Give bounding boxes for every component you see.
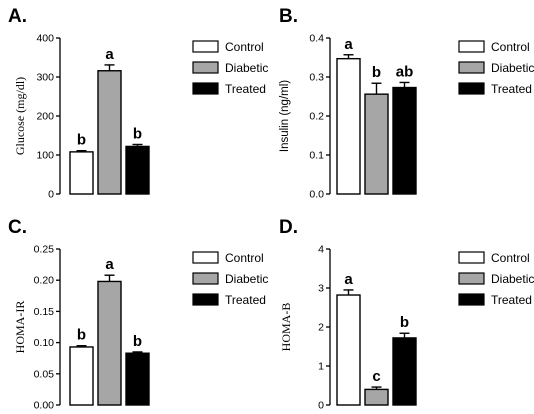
- panel-letter: D.: [279, 217, 298, 238]
- y-tick-label: 0.0: [309, 189, 324, 201]
- legend-label: Diabetic: [491, 272, 534, 286]
- y-tick-label: 0.10: [34, 337, 55, 349]
- legend-swatch-treated: [458, 293, 485, 306]
- y-tick-label: 0.25: [34, 244, 55, 256]
- significance-letter: b: [372, 64, 381, 81]
- y-tick-label: 0: [48, 189, 54, 201]
- legend-swatch-diabetic: [192, 61, 219, 74]
- significance-letter: ab: [396, 63, 414, 80]
- bar-diabetic: [97, 70, 122, 195]
- legend-label: Control: [225, 40, 264, 54]
- legend-swatch-control: [192, 40, 219, 53]
- bar-treated: [392, 86, 417, 195]
- bar-treated: [125, 145, 150, 195]
- legend-label: Diabetic: [491, 61, 534, 75]
- legend-label: Control: [225, 251, 264, 265]
- y-axis-label: HOMA-IR: [13, 301, 27, 354]
- y-tick-label: 0.05: [34, 368, 55, 380]
- legend-label: Control: [491, 40, 530, 54]
- significance-letter: a: [344, 36, 353, 53]
- y-tick-label: 400: [36, 33, 54, 45]
- legend-label: Treated: [225, 82, 266, 96]
- y-tick-label: 1: [318, 361, 324, 373]
- legend-swatch-treated: [458, 82, 485, 95]
- bar-diabetic: [97, 280, 122, 406]
- panel-d: D. 0 1 2 3 4 HOMA-B a c b Control Diabetic Treated: [279, 217, 534, 412]
- y-tick-label: 0.4: [309, 33, 324, 45]
- significance-letter: b: [133, 125, 142, 142]
- legend-swatch-diabetic: [458, 272, 485, 285]
- legend-swatch-diabetic: [192, 272, 219, 285]
- legend-label: Diabetic: [225, 272, 268, 286]
- y-axis-label: Glucose (mg/dl): [13, 77, 27, 155]
- legend-swatch-control: [192, 251, 219, 264]
- bar-diabetic: [364, 388, 389, 406]
- bar-control: [69, 151, 94, 195]
- y-tick-label: 300: [36, 72, 54, 84]
- y-axis-label: Insulin (ng/ml): [279, 80, 291, 152]
- y-tick-label: 0.20: [34, 275, 55, 287]
- bar-control: [336, 294, 361, 406]
- legend-swatch-control: [458, 251, 485, 264]
- y-tick-label: 0.2: [309, 111, 324, 123]
- y-tick-label: 3: [318, 283, 324, 295]
- y-axis-label: HOMA-B: [279, 303, 293, 352]
- legend-swatch-diabetic: [458, 61, 485, 74]
- legend-swatch-control: [458, 40, 485, 53]
- bar-treated: [392, 337, 417, 406]
- panel-letter: A.: [8, 6, 27, 27]
- y-tick-label: 200: [36, 111, 54, 123]
- significance-letter: b: [400, 314, 409, 331]
- significance-letter: c: [372, 368, 380, 385]
- significance-letter: b: [77, 132, 86, 149]
- significance-letter: a: [344, 271, 353, 288]
- significance-letter: b: [133, 333, 142, 350]
- y-tick-label: 0.3: [309, 72, 324, 84]
- legend-label: Control: [491, 251, 530, 265]
- y-tick-label: 0: [318, 400, 324, 412]
- bar-control: [336, 57, 361, 195]
- significance-letter: a: [105, 46, 114, 63]
- legend-label: Treated: [225, 293, 266, 307]
- panel-c: C. 0.00 0.05 0.10 0.15 0.20 0.25 HOMA-IR b a b Cont…: [8, 217, 268, 412]
- y-tick-label: 0.15: [34, 306, 55, 318]
- y-tick-label: 0.00: [34, 400, 55, 412]
- legend-swatch-treated: [192, 82, 219, 95]
- y-tick-label: 4: [318, 244, 324, 256]
- panel-a: A. 0 100 200 300 400 Glucose (mg/dl) b a b Control…: [8, 6, 268, 201]
- panel-letter: C.: [8, 217, 27, 238]
- significance-letter: b: [77, 327, 86, 344]
- y-tick-label: 100: [36, 150, 54, 162]
- legend-label: Diabetic: [225, 61, 268, 75]
- legend-label: Treated: [491, 293, 532, 307]
- significance-letter: a: [105, 256, 114, 273]
- y-tick-label: 2: [318, 322, 324, 334]
- panel-letter: B.: [279, 6, 298, 27]
- bar-treated: [125, 352, 150, 406]
- bar-diabetic: [364, 93, 389, 195]
- bar-control: [69, 346, 94, 406]
- legend-swatch-treated: [192, 293, 219, 306]
- legend-label: Treated: [491, 82, 532, 96]
- y-tick-label: 0.1: [309, 150, 324, 162]
